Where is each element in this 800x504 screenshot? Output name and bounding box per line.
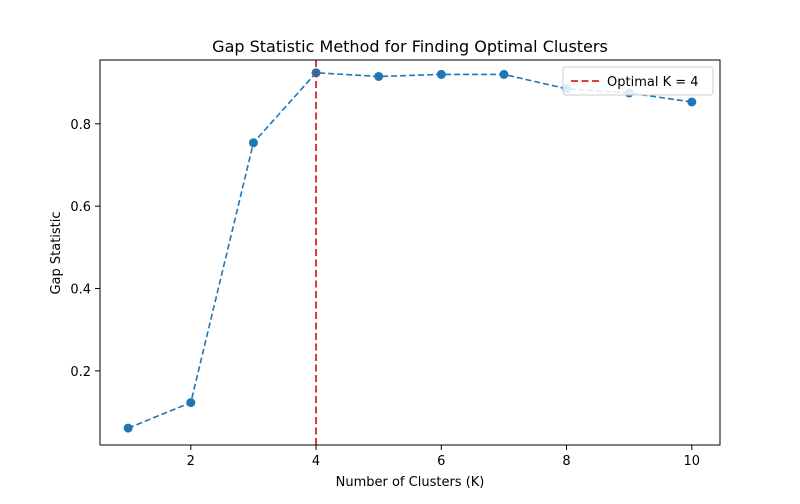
x-axis-label: Number of Clusters (K) xyxy=(336,475,485,490)
x-tick-label: 6 xyxy=(437,454,445,469)
y-tick-label: 0.6 xyxy=(70,200,91,215)
data-point xyxy=(248,138,258,148)
y-tick-label: 0.4 xyxy=(70,283,91,298)
data-point xyxy=(499,69,509,79)
y-tick-label: 0.8 xyxy=(70,118,91,133)
data-point xyxy=(186,398,196,408)
x-tick-label: 10 xyxy=(684,454,701,469)
data-point xyxy=(436,69,446,79)
x-tick-label: 2 xyxy=(187,454,195,469)
data-point xyxy=(687,97,697,107)
chart-title: Gap Statistic Method for Finding Optimal… xyxy=(212,37,608,56)
plot-area: 2 4 6 8 10 0.2 0.4 0.6 0.8 Optimal K = 4 xyxy=(70,59,721,469)
x-tick-label: 4 xyxy=(312,454,320,469)
legend-label: Optimal K = 4 xyxy=(607,75,699,90)
data-point xyxy=(374,71,384,81)
legend-box xyxy=(562,66,714,96)
x-tick-label: 8 xyxy=(562,454,570,469)
y-tick-label: 0.2 xyxy=(70,365,91,380)
y-axis-label: Gap Statistic xyxy=(49,211,64,294)
plot-frame xyxy=(99,59,721,446)
data-point xyxy=(123,423,133,433)
